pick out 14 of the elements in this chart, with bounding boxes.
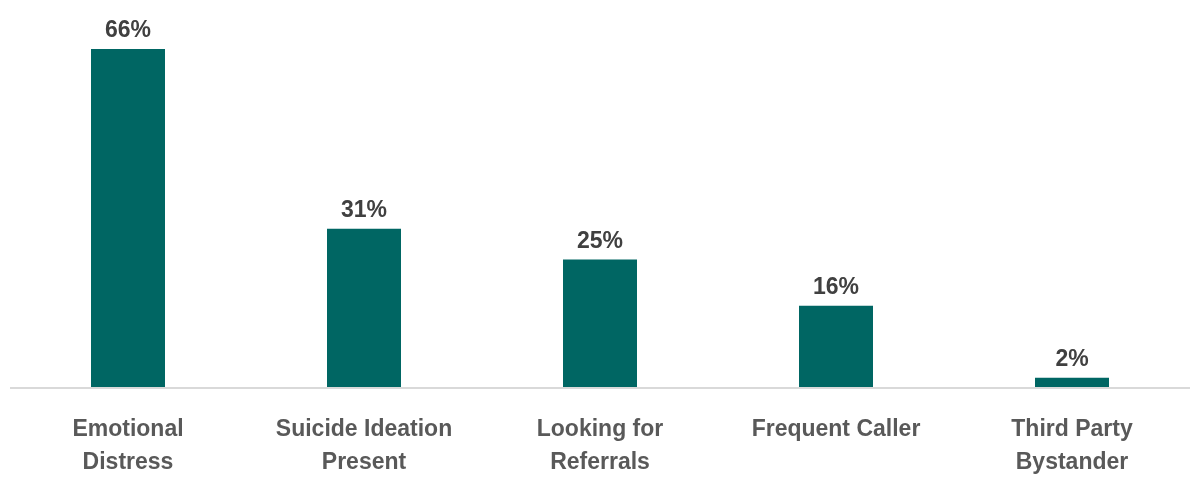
bar [563,259,637,388]
bar [91,49,165,388]
x-tick-label: Looking for Referrals [536,415,664,474]
x-tick-label: Suicide Ideation Present [275,415,453,474]
data-label: 31% [340,195,388,222]
data-label: 66% [104,16,152,42]
x-tick-label: Emotional Distress [72,415,184,474]
data-label: 2% [1055,344,1089,371]
bar [799,305,873,388]
bar [327,228,401,388]
x-tick-label: Third Party Bystander [1011,415,1133,474]
x-tick-label: Frequent Caller [751,415,921,441]
data-label: 25% [576,226,624,253]
data-label: 16% [812,272,860,299]
